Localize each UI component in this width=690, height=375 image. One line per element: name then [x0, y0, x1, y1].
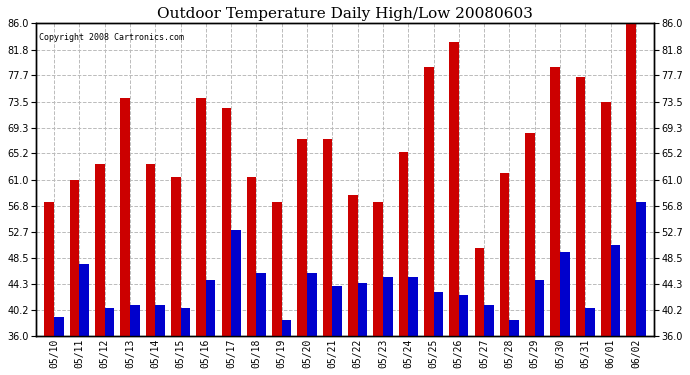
Bar — [95, 164, 105, 336]
Bar — [282, 320, 291, 336]
Bar — [146, 164, 155, 336]
Bar — [130, 304, 139, 336]
Bar — [433, 292, 443, 336]
Bar — [54, 317, 63, 336]
Bar — [535, 280, 544, 336]
Bar — [171, 177, 181, 336]
Bar — [408, 276, 418, 336]
Bar — [509, 320, 519, 336]
Bar — [627, 24, 636, 336]
Title: Outdoor Temperature Daily High/Low 20080603: Outdoor Temperature Daily High/Low 20080… — [157, 7, 533, 21]
Bar — [79, 264, 89, 336]
Bar — [357, 283, 367, 336]
Bar — [231, 230, 241, 336]
Bar — [525, 133, 535, 336]
Bar — [383, 276, 393, 336]
Bar — [272, 202, 282, 336]
Bar — [636, 202, 646, 336]
Bar — [424, 67, 433, 336]
Bar — [70, 180, 79, 336]
Bar — [297, 139, 307, 336]
Bar — [500, 174, 509, 336]
Bar — [601, 102, 611, 336]
Bar — [307, 273, 317, 336]
Bar — [449, 42, 459, 336]
Bar — [373, 202, 383, 336]
Bar — [221, 108, 231, 336]
Bar — [575, 76, 585, 336]
Bar — [475, 248, 484, 336]
Bar — [44, 202, 54, 336]
Text: Copyright 2008 Cartronics.com: Copyright 2008 Cartronics.com — [39, 33, 184, 42]
Bar — [206, 280, 215, 336]
Bar — [399, 152, 408, 336]
Bar — [585, 308, 595, 336]
Bar — [560, 252, 570, 336]
Bar — [257, 273, 266, 336]
Bar — [459, 295, 469, 336]
Bar — [323, 139, 333, 336]
Bar — [155, 304, 165, 336]
Bar — [105, 308, 115, 336]
Bar — [120, 99, 130, 336]
Bar — [181, 308, 190, 336]
Bar — [348, 195, 357, 336]
Bar — [333, 286, 342, 336]
Bar — [484, 304, 494, 336]
Bar — [611, 245, 620, 336]
Bar — [196, 99, 206, 336]
Bar — [551, 67, 560, 336]
Bar — [247, 177, 257, 336]
